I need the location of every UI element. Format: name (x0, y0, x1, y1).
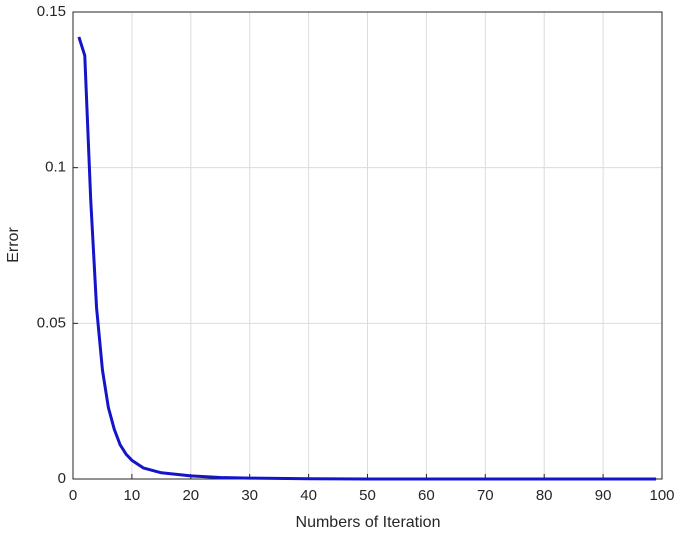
y-axis-label: Error (5, 227, 22, 263)
x-tick-label: 0 (69, 487, 77, 504)
y-tick-label: 0.05 (37, 314, 66, 331)
x-tick-label: 100 (649, 487, 674, 504)
data-line (77, 36, 657, 481)
y-tick-label: 0.15 (37, 3, 66, 20)
x-tick-label: 90 (595, 487, 612, 504)
x-tick-label: 10 (124, 487, 141, 504)
x-tick-label: 80 (536, 487, 553, 504)
x-tick-label: 50 (359, 487, 376, 504)
y-tick-label: 0 (58, 470, 66, 487)
x-tick-label: 20 (182, 487, 199, 504)
x-tick-label: 60 (418, 487, 435, 504)
x-tick-label: 40 (300, 487, 317, 504)
y-tick-label: 0.1 (45, 159, 66, 176)
x-tick-label: 70 (477, 487, 494, 504)
x-tick-label: 30 (241, 487, 258, 504)
x-axis-label: Numbers of Iteration (296, 514, 441, 531)
